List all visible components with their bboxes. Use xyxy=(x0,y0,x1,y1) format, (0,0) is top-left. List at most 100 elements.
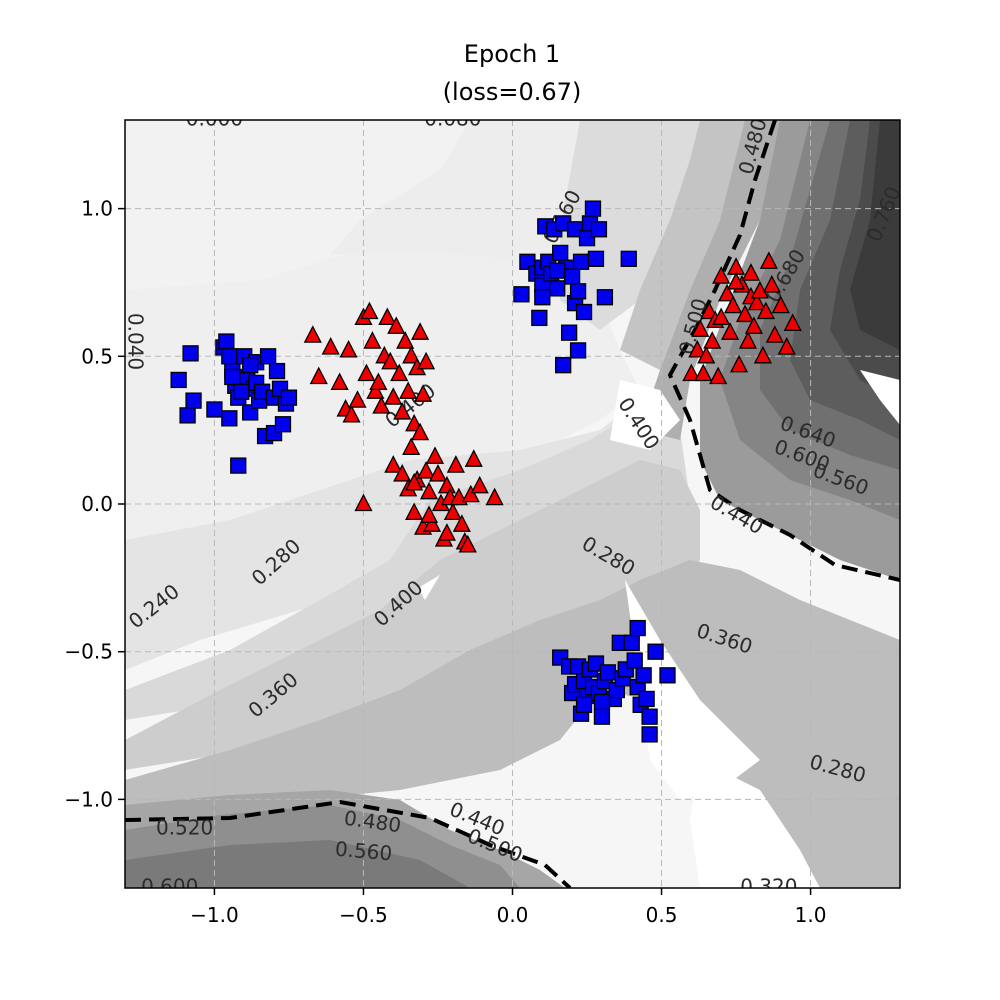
contour-gap xyxy=(860,370,900,425)
square-point xyxy=(224,368,241,386)
contour-gap xyxy=(690,760,820,888)
triangle-point xyxy=(372,396,391,414)
square-point xyxy=(531,309,548,327)
triangle-point xyxy=(747,292,766,311)
triangle-point xyxy=(425,446,445,464)
triangle-point xyxy=(738,331,758,349)
y-tick-label: 0.0 xyxy=(81,492,113,516)
triangle-point xyxy=(721,322,740,340)
square-point xyxy=(587,250,605,267)
triangle-point xyxy=(726,272,746,290)
triangle-point xyxy=(735,304,755,323)
triangle-point xyxy=(416,351,436,370)
square-point xyxy=(623,634,640,651)
triangle-point xyxy=(718,283,737,302)
triangle-point xyxy=(330,372,349,391)
triangle-point xyxy=(402,437,421,456)
triangle-point xyxy=(411,422,430,441)
chart-subtitle: (loss=0.67) xyxy=(443,78,582,106)
triangle-point xyxy=(419,505,439,523)
triangle-point xyxy=(369,372,388,391)
square-point xyxy=(170,371,187,389)
triangle-point xyxy=(762,274,781,293)
square-point xyxy=(549,280,566,297)
contour-band xyxy=(125,380,690,720)
triangle-point xyxy=(384,387,403,405)
triangle-point xyxy=(363,331,382,349)
square-point xyxy=(593,693,611,711)
triangle-point xyxy=(387,316,406,334)
triangle-point xyxy=(461,484,480,503)
contour-label: 0.560 xyxy=(334,837,393,866)
square-point xyxy=(629,619,646,637)
y-tick-label: −0.5 xyxy=(64,640,113,664)
triangle-point xyxy=(443,502,462,521)
triangle-point xyxy=(446,455,465,473)
x-tick-label: −0.5 xyxy=(339,903,388,927)
square-point xyxy=(584,200,602,217)
triangle-point xyxy=(765,325,784,343)
triangle-point xyxy=(709,366,728,385)
square-point xyxy=(620,250,637,267)
square-point xyxy=(635,667,652,684)
triangle-point xyxy=(783,313,802,331)
decision-boundary xyxy=(125,799,572,888)
triangle-point xyxy=(759,251,778,269)
square-point xyxy=(182,345,199,362)
triangle-point xyxy=(724,295,743,314)
triangle-point xyxy=(452,514,471,532)
triangle-point xyxy=(753,345,772,364)
x-tick-label: 0.5 xyxy=(646,903,678,927)
triangle-point xyxy=(771,295,790,314)
square-point xyxy=(233,383,250,400)
contour-label: 0.520 xyxy=(156,815,213,839)
triangle-point xyxy=(411,322,430,340)
square-point xyxy=(569,283,587,300)
square-point xyxy=(534,289,551,306)
triangle-point xyxy=(750,280,769,299)
square-point xyxy=(659,667,676,684)
square-point xyxy=(641,726,658,743)
triangle-point xyxy=(381,351,400,370)
square-point xyxy=(206,401,223,418)
contour-gap xyxy=(625,580,760,800)
triangle-point xyxy=(744,316,764,334)
square-point xyxy=(280,389,298,406)
triangle-point xyxy=(485,487,504,506)
square-point xyxy=(647,643,664,660)
triangle-point xyxy=(729,354,749,373)
square-point xyxy=(575,303,593,321)
square-point xyxy=(587,655,605,672)
triangle-point xyxy=(378,307,397,326)
square-point xyxy=(221,410,238,427)
square-point xyxy=(230,457,247,474)
triangle-point xyxy=(694,363,713,382)
triangle-point xyxy=(703,331,722,349)
triangle-point xyxy=(303,325,322,343)
square-point xyxy=(560,324,578,341)
triangle-point xyxy=(741,263,761,281)
square-point xyxy=(569,342,587,359)
triangle-point xyxy=(691,319,710,337)
triangle-point xyxy=(309,366,328,385)
x-axis: −1.0 −0.5 0.0 0.5 1.0 xyxy=(190,888,826,927)
square-point xyxy=(274,416,292,433)
x-tick-label: 1.0 xyxy=(795,903,827,927)
triangle-point xyxy=(756,301,775,320)
triangle-point xyxy=(390,363,409,382)
triangle-point xyxy=(777,337,796,355)
triangle-point xyxy=(360,301,379,320)
contour-band xyxy=(125,840,470,888)
square-point xyxy=(638,690,655,708)
square-point xyxy=(593,708,611,725)
square-point xyxy=(549,262,566,279)
triangle-point xyxy=(470,475,489,494)
contour-label: 0.040 xyxy=(123,313,147,370)
contour-label: 0.080 xyxy=(424,107,481,131)
triangle-point xyxy=(458,534,477,553)
y-tick-label: −1.0 xyxy=(64,787,113,811)
triangle-point xyxy=(712,266,731,284)
triangle-point xyxy=(437,475,456,494)
triangle-point xyxy=(437,523,456,541)
